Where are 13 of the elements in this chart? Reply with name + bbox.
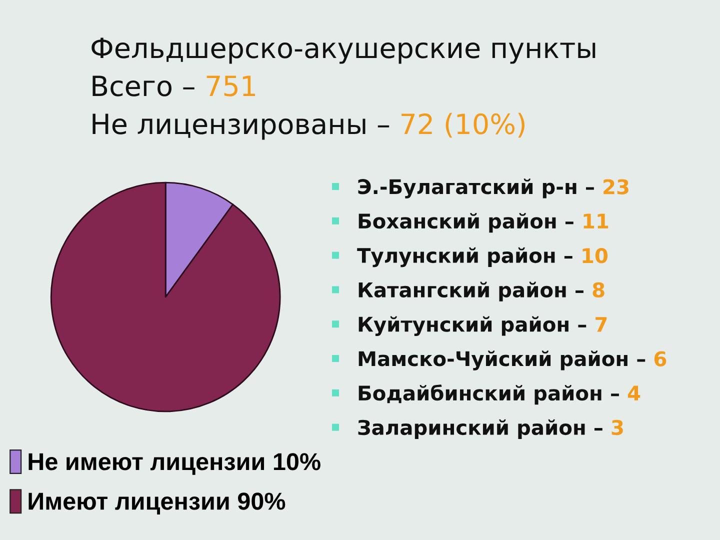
text: Мамско-Чуйский район – 6 (358, 350, 666, 370)
text: Куйтунский район – 7 (358, 316, 607, 336)
text: Э.-Булагатский р-н – 23 (358, 178, 628, 198)
legend-label: Не имеют лицензии 10% (28, 453, 320, 475)
legend-label: Имеют лицензии 90% (28, 492, 286, 514)
text: Бодайбинский район – 4 (358, 384, 640, 405)
chart-subtitle: Всего – 751 Не лицензированы – 72 (10%) (92, 76, 524, 140)
pie-slice (50, 182, 281, 412)
text: Катангский район – 8 (358, 282, 604, 302)
text: Боханский район – 11 (358, 213, 608, 233)
chart-title: Фельдшерско-акушерские пункты (92, 38, 596, 64)
text: Заларинский район – 3 (358, 419, 623, 439)
text: Тулунский район – 10 (357, 247, 608, 268)
